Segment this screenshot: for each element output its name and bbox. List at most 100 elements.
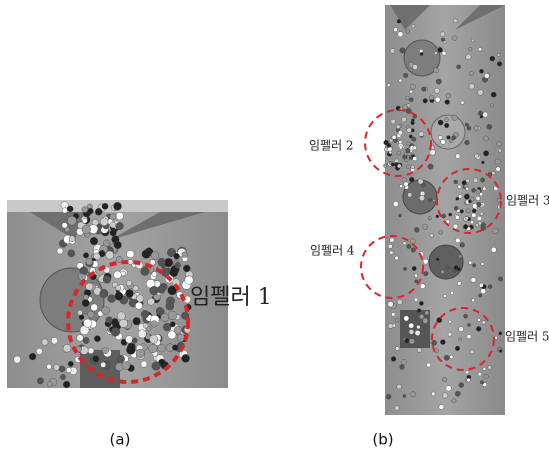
particle [472,204,477,209]
particle [472,264,476,268]
particle [420,52,423,55]
particle [395,318,399,322]
particle [413,157,417,161]
particle [429,95,434,100]
particle [102,347,109,354]
particle [114,271,122,279]
particle [480,381,483,384]
particle [83,319,91,327]
particle [122,362,130,370]
particle [450,355,454,359]
particle [406,165,410,169]
particle [452,399,456,403]
particle [36,348,42,354]
particle [383,164,387,168]
particle [54,364,60,370]
particle [402,117,407,122]
particle [59,366,65,372]
particle [457,281,461,285]
particle [484,73,489,78]
particle [436,215,439,218]
particle [452,36,457,41]
particle [482,187,486,191]
particle [468,200,471,203]
particle [484,374,489,379]
particle [450,291,453,294]
particle [459,338,462,341]
particle [423,99,428,104]
particle [444,355,449,360]
particle [405,338,410,343]
particle [409,329,414,334]
particle [478,294,482,298]
particle [413,64,418,69]
particle [108,295,116,303]
particle [490,56,495,61]
particle [476,196,480,200]
particle [440,32,445,37]
particle [164,258,173,267]
particle [474,126,479,131]
particle [464,194,469,199]
particle [116,256,122,262]
particle [422,224,427,229]
particle [422,87,426,91]
particle [478,222,482,226]
particle [460,210,464,214]
particle [406,148,411,153]
particle [460,243,465,248]
particle [443,294,446,297]
particle [406,30,410,34]
particle [82,225,91,234]
particle [481,161,484,164]
particle [395,256,399,260]
particle [468,261,472,265]
particle [475,154,479,158]
particle [481,262,484,265]
particle [478,90,484,96]
particle [62,208,67,213]
particle [453,19,457,23]
particle [395,406,400,411]
particle [82,300,89,307]
particle [51,337,58,344]
particle [83,337,89,343]
particle [456,197,459,200]
panel-b: 임펠러 2 임펠러 3 임펠러 4 임펠러 5 (b) [309,5,549,449]
particle [444,118,448,122]
particle [419,195,424,200]
particle [477,216,482,221]
particle [495,159,500,164]
particle [114,202,122,210]
particle [174,253,180,259]
particle [436,258,439,261]
particle [401,359,406,364]
particle [149,335,157,343]
particle [423,318,428,323]
particle [467,378,471,382]
particle [77,335,84,342]
particle [392,135,396,139]
particle [430,150,436,156]
particle [183,265,190,272]
particle [472,188,476,192]
particle [498,149,501,152]
particle [457,209,460,212]
particle [439,405,444,410]
particle [477,319,480,322]
particle [126,280,132,286]
particle [156,307,164,315]
particle [491,92,496,97]
particle [47,382,52,387]
particle [476,189,480,193]
particle [448,332,452,336]
particle [115,292,123,300]
particle [42,339,48,345]
particle [388,301,394,307]
particle [391,357,396,362]
particle [151,252,159,260]
particle [455,215,459,219]
particle [411,119,414,122]
particle [496,167,500,171]
particle [465,370,469,374]
